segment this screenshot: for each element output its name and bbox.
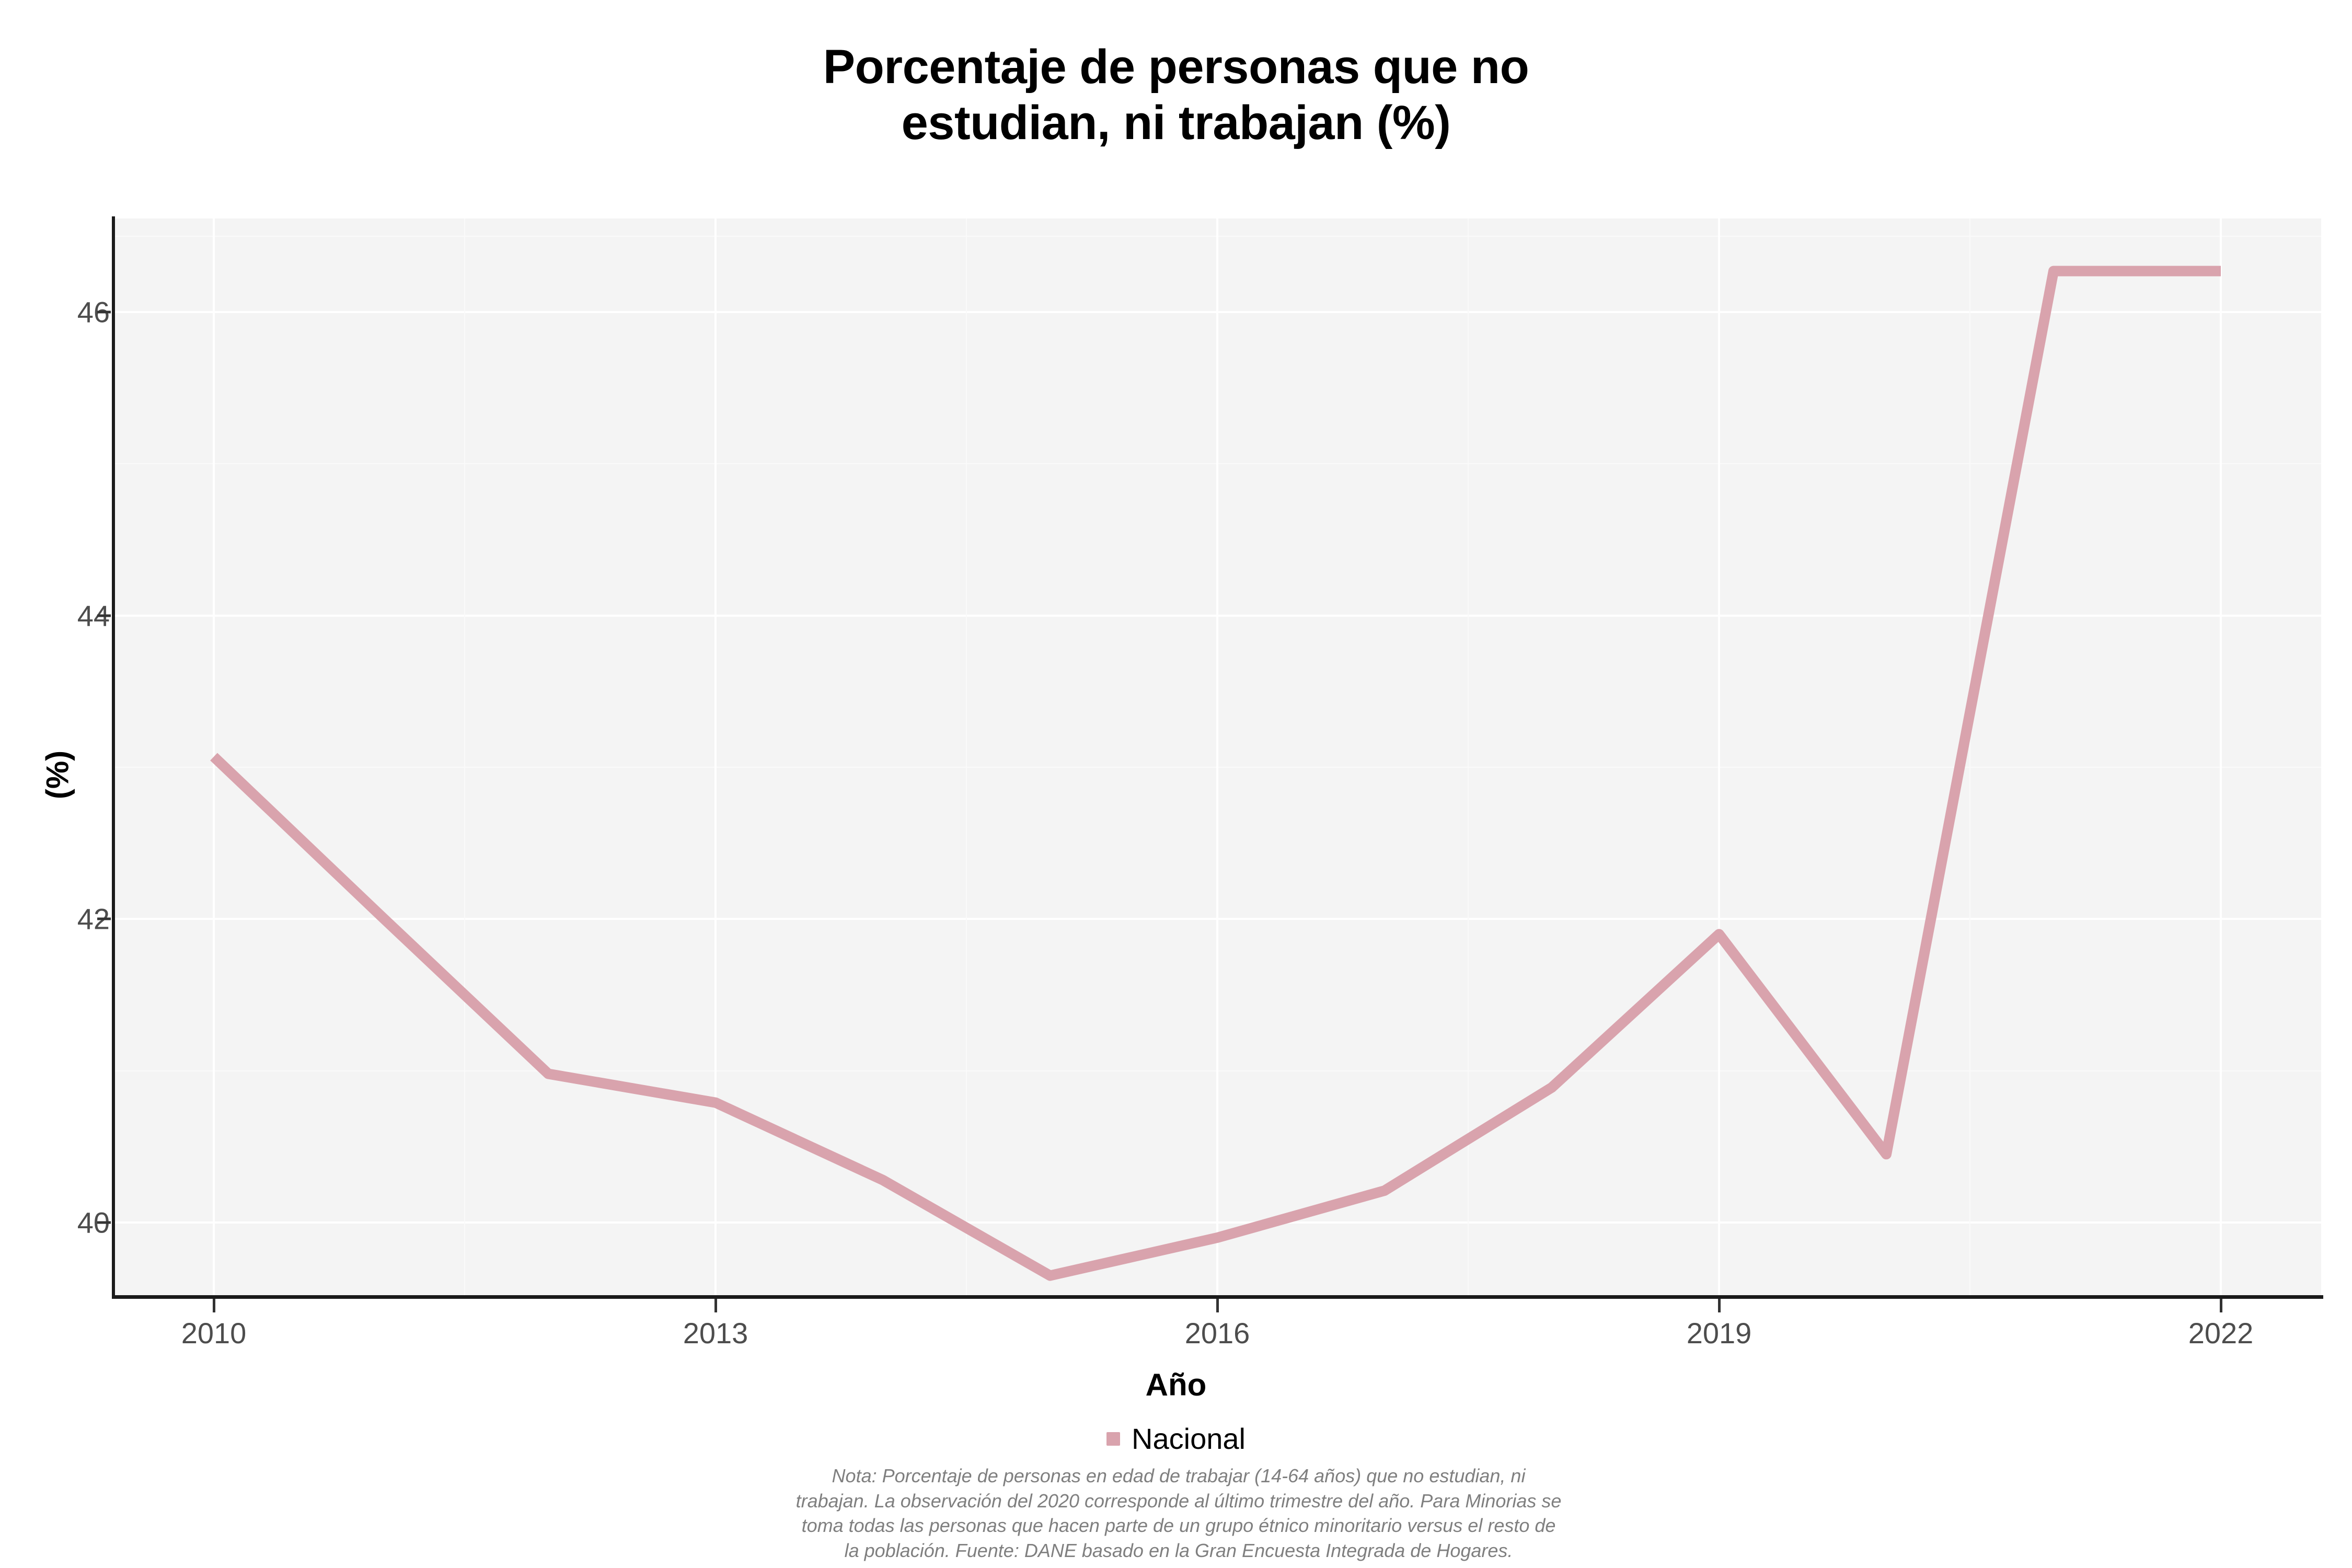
plot-panel	[114, 218, 2321, 1295]
gridline-vertical-minor	[1969, 218, 1970, 1295]
x-axis-tick-mark	[714, 1299, 717, 1312]
y-axis-tick-label: 42	[77, 902, 110, 936]
page-title-line-1: Porcentaje de personas que no	[823, 40, 1529, 94]
x-axis-title: Año	[1145, 1367, 1207, 1402]
y-axis-tick-label: 46	[77, 295, 110, 329]
x-axis-line	[112, 1295, 2323, 1299]
y-axis-title: (%)	[40, 750, 75, 800]
gridline-vertical-major	[2220, 218, 2222, 1295]
gridline-vertical-minor	[464, 218, 465, 1295]
gridline-vertical-major	[1216, 218, 1218, 1295]
series-line-nacional	[210, 266, 2221, 1281]
x-axis-tick-mark	[213, 1299, 215, 1312]
y-axis-tick-label: 40	[77, 1206, 110, 1239]
page-title: Porcentaje de personas que no estudian, …	[0, 39, 2352, 151]
gridline-vertical-major	[714, 218, 717, 1295]
page-title-line-2: estudian, ni trabajan (%)	[901, 96, 1451, 149]
y-axis-tick-mark	[97, 614, 111, 617]
x-axis-tick-label: 2019	[1686, 1317, 1752, 1350]
chart-caption: Nota: Porcentaje de personas en edad de …	[795, 1465, 1562, 1561]
x-axis-tick-label: 2010	[181, 1317, 247, 1350]
y-axis-tick-mark	[97, 1221, 111, 1224]
y-axis-tick-mark	[97, 310, 111, 314]
x-axis-tick-mark	[1216, 1299, 1219, 1312]
legend-item-label: Nacional	[1132, 1422, 1246, 1455]
gridline-vertical-minor	[966, 218, 967, 1295]
legend-item[interactable]: Nacional	[1106, 1422, 1246, 1456]
y-axis-tick-mark	[97, 917, 111, 920]
legend: Nacional	[0, 1422, 2352, 1456]
x-axis-tick-label: 2013	[683, 1317, 748, 1350]
y-axis-tick-label: 44	[77, 599, 110, 632]
x-axis-tick-label: 2022	[2188, 1317, 2254, 1350]
series-layer	[210, 266, 2221, 1281]
gridline-vertical-minor	[1468, 218, 1469, 1295]
gridline-vertical-major	[1718, 218, 1720, 1295]
y-axis-line	[112, 216, 115, 1298]
x-axis-tick-mark	[1718, 1299, 1721, 1312]
x-axis-tick-label: 2016	[1184, 1317, 1250, 1350]
x-axis-tick-mark	[2220, 1299, 2222, 1312]
legend-swatch-icon	[1106, 1432, 1121, 1446]
